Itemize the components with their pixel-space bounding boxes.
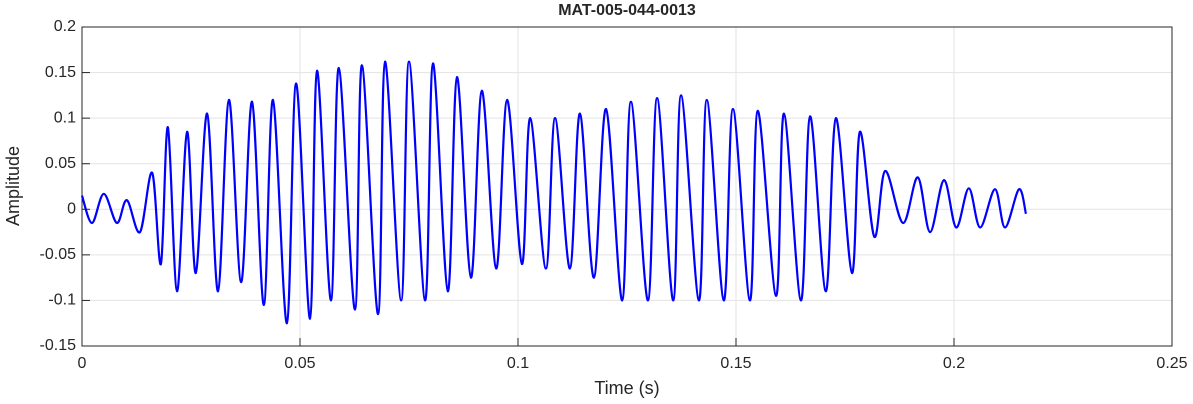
y-tick-label: -0.15 (40, 337, 77, 354)
y-tick-label: -0.05 (40, 246, 77, 263)
y-tick-label: 0.2 (54, 18, 76, 35)
y-tick-label: 0.1 (54, 109, 76, 126)
y-tick-label: 0 (67, 201, 76, 218)
plot-frame (81, 26, 1173, 347)
waveform-line (80, 60, 1028, 325)
x-tick-label: 0.15 (720, 355, 751, 372)
y-tick-label: -0.1 (48, 292, 76, 309)
y-tick-label: 0.05 (45, 155, 76, 172)
y-axis-label: Amplitude (3, 146, 23, 226)
x-tick-label: 0.25 (1156, 355, 1187, 372)
x-tick-label: 0.2 (943, 355, 965, 372)
y-tick-label: 0.15 (45, 64, 76, 81)
x-axis-label: Time (s) (594, 378, 659, 398)
x-tick-label: 0.05 (284, 355, 315, 372)
x-tick-label: 0.1 (507, 355, 529, 372)
x-tick-label: 0 (78, 355, 87, 372)
chart-title: MAT-005-044-0013 (558, 2, 696, 19)
